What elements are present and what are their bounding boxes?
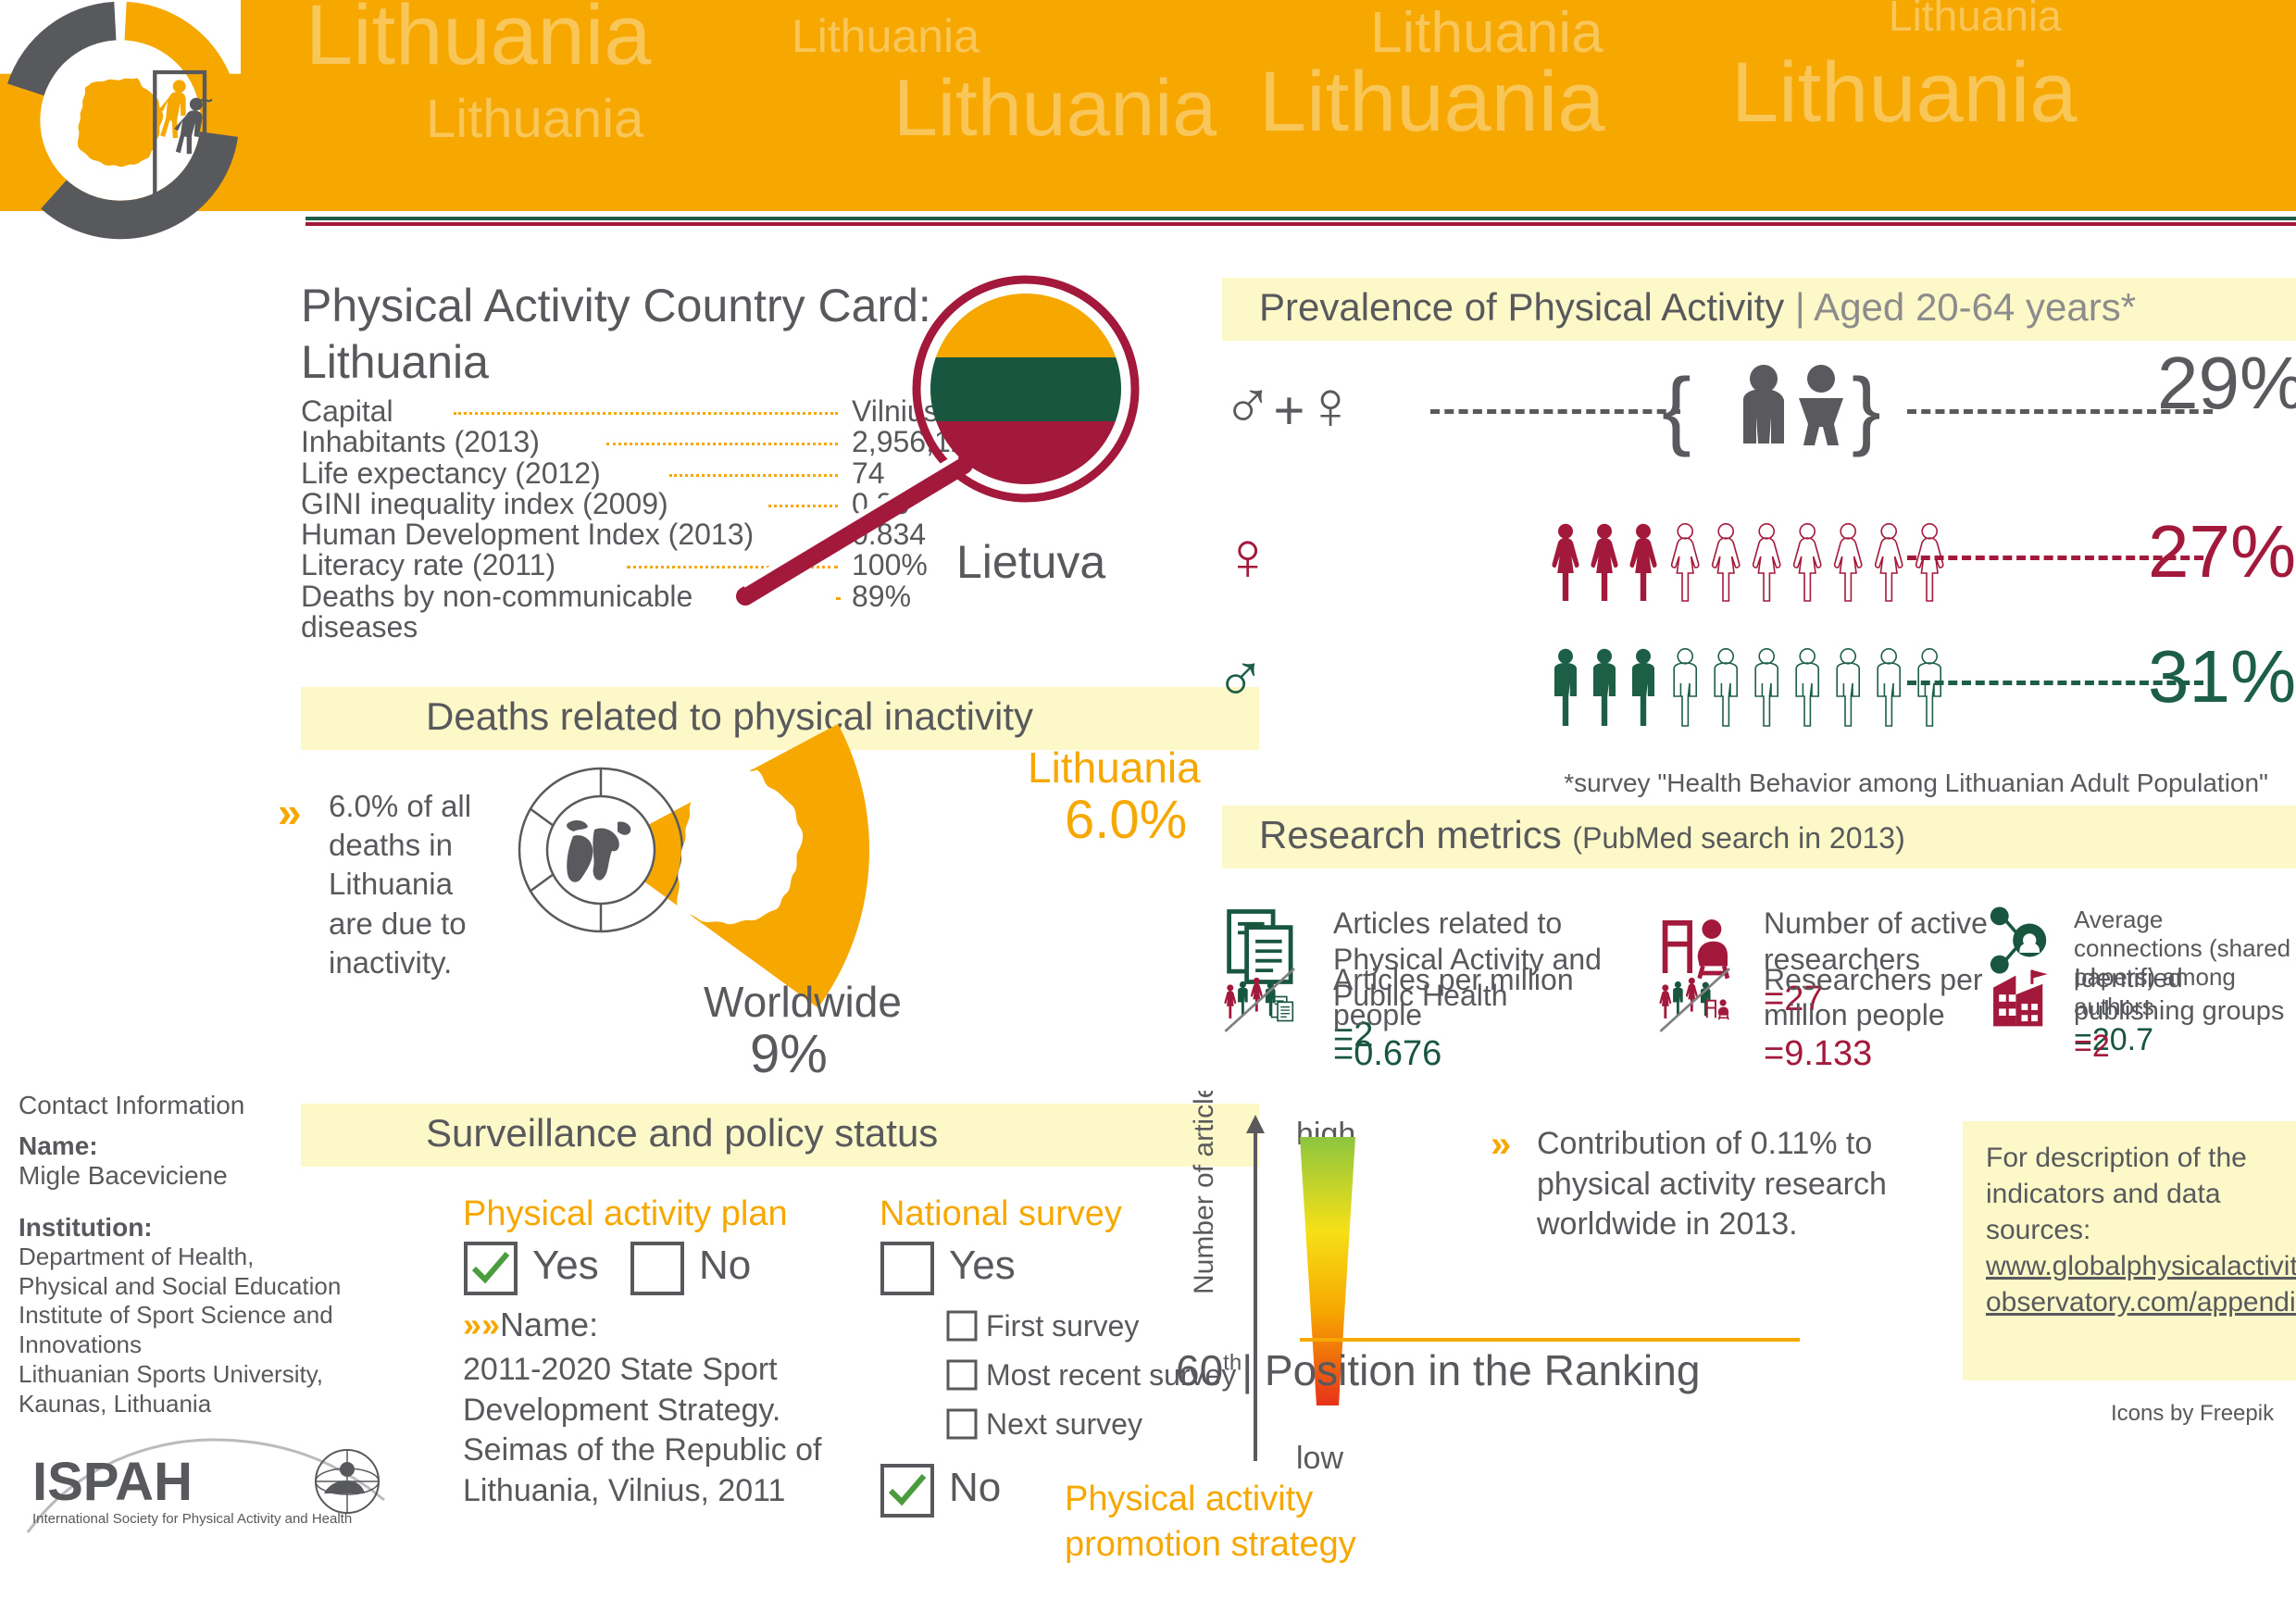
svg-text:International Society for Phys: International Society for Physical Activ… [32, 1511, 352, 1527]
svg-text:9%: 9% [750, 1024, 828, 1084]
svg-text:ISPAH: ISPAH [32, 1452, 193, 1512]
svg-text:{: { [1662, 360, 1691, 458]
svg-text:Worldwide: Worldwide [704, 978, 902, 1026]
svg-text:}: } [1852, 360, 1881, 458]
svg-text:6.0%: 6.0% [1065, 790, 1187, 850]
svg-text:low: low [1296, 1441, 1343, 1476]
svg-text:Number of articles: Number of articles [1189, 1091, 1219, 1294]
svg-text:Lithuania: Lithuania [1028, 743, 1201, 792]
